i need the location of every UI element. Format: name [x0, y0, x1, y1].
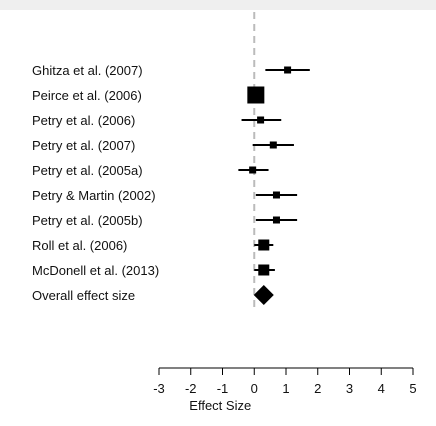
study-label: Petry & Martin (2002) — [32, 188, 156, 203]
effect-estimate-square — [258, 264, 270, 276]
overall-effect-diamond — [253, 285, 274, 305]
x-axis-title: Effect Size — [189, 398, 251, 413]
effect-estimate-square — [258, 239, 270, 251]
x-tick-label: -2 — [185, 381, 197, 396]
overall-label: Overall effect size — [32, 288, 135, 303]
x-tick-label: 4 — [378, 381, 385, 396]
x-axis: -3 -2 -1 0 1 2 3 4 5 — [153, 367, 417, 396]
effect-marks — [238, 66, 310, 305]
x-tick-label: 0 — [251, 381, 258, 396]
study-label: Ghitza et al. (2007) — [32, 63, 143, 78]
effect-estimate-square — [257, 116, 265, 124]
x-tick-label: 2 — [314, 381, 321, 396]
effect-estimate-square — [247, 86, 265, 104]
study-label: Petry et al. (2006) — [32, 113, 135, 128]
study-label: Roll et al. (2006) — [32, 238, 127, 253]
study-label: McDonell et al. (2013) — [32, 263, 159, 278]
study-label: Petry et al. (2007) — [32, 138, 135, 153]
effect-estimate-square — [284, 66, 292, 74]
effect-estimate-square — [272, 191, 280, 199]
x-tick-label: -1 — [217, 381, 229, 396]
x-tick-label: 5 — [409, 381, 416, 396]
x-tick-label: 3 — [346, 381, 353, 396]
effect-estimate-square — [249, 166, 257, 174]
effect-estimate-square — [269, 141, 277, 149]
study-labels: Ghitza et al. (2007) Peirce et al. (2006)… — [32, 63, 159, 303]
x-tick-label: 1 — [282, 381, 289, 396]
x-tick-label: -3 — [153, 381, 165, 396]
study-label: Peirce et al. (2006) — [32, 88, 142, 103]
effect-estimate-square — [272, 216, 280, 224]
top-band — [0, 0, 436, 10]
study-label: Petry et al. (2005a) — [32, 163, 143, 178]
study-label: Petry et al. (2005b) — [32, 213, 143, 228]
